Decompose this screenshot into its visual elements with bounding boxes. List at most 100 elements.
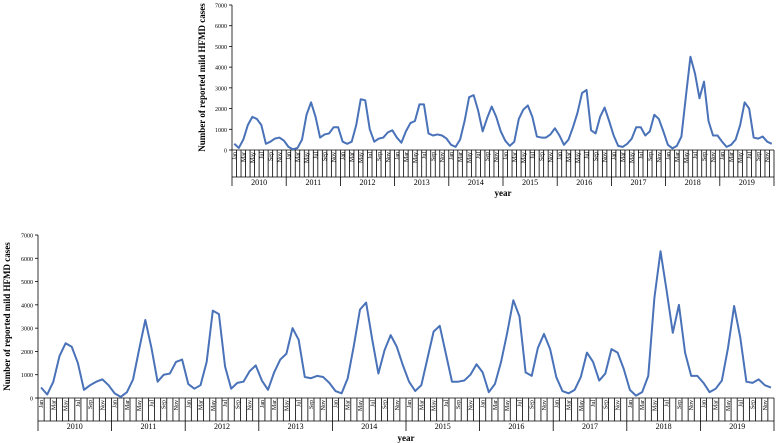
month-tick-label: Sep xyxy=(530,400,536,409)
month-tick-label: May xyxy=(467,152,473,163)
month-tick-label: May xyxy=(684,152,690,163)
month-tick-label: Mar xyxy=(125,400,131,410)
month-tick-label: Sep xyxy=(648,152,654,161)
month-tick-label: Jul xyxy=(639,152,645,159)
month-tick-label: Sep xyxy=(88,400,94,409)
year-tick-label: 2018 xyxy=(656,422,672,431)
year-tick-label: 2018 xyxy=(685,178,701,187)
month-tick-label: Jan xyxy=(113,400,119,408)
month-tick-label: Nov xyxy=(763,400,769,410)
month-tick-label: Mar xyxy=(621,152,627,162)
month-tick-label: Jan xyxy=(407,400,413,408)
year-tick-label: 2010 xyxy=(67,422,83,431)
year-tick-label: 2014 xyxy=(361,422,377,431)
month-tick-label: May xyxy=(250,152,256,163)
year-tick-label: 2013 xyxy=(288,422,304,431)
chart-top: 0 1000 2000 3000 4000 5000 6000 7000 Number of r… xyxy=(197,3,775,198)
month-tick-label: May xyxy=(358,400,364,411)
month-tick-label: Nov xyxy=(174,400,180,410)
x-axis-title: year xyxy=(398,433,415,443)
month-tick-label: Mar xyxy=(241,152,247,162)
y-tick-label: 0 xyxy=(224,149,227,155)
y-tick-label: 3000 xyxy=(21,327,33,333)
month-tick-label: Jan xyxy=(612,152,618,160)
y-tick-label: 6000 xyxy=(215,24,227,30)
month-tick-label: Jan xyxy=(333,400,339,408)
month-tick-label: Jul xyxy=(149,400,155,407)
month-tick-label: Nov xyxy=(277,152,283,162)
month-tick-label: Mar xyxy=(272,400,278,410)
month-tick-label: Jul xyxy=(747,152,753,159)
month-tick-label: Jan xyxy=(395,152,401,160)
month-tick-label: Jul xyxy=(693,152,699,159)
y-axis-title: Number of reported mild HFMD cases xyxy=(2,242,12,391)
year-tick-label: 2011 xyxy=(305,178,321,187)
year-tick-label: 2012 xyxy=(360,178,376,187)
x-axis-title: year xyxy=(495,188,512,198)
month-tick-label: Mar xyxy=(714,400,720,410)
month-tick-label: Sep xyxy=(162,400,168,409)
year-tick-label: 2016 xyxy=(508,422,524,431)
month-tick-label: May xyxy=(652,400,658,411)
month-tick-label: Sep xyxy=(377,152,383,161)
y-tick-label: 7000 xyxy=(21,234,33,240)
month-tick-label: Mar xyxy=(458,152,464,162)
month-tick-label: Mar xyxy=(729,152,735,162)
y-tick-label: 3000 xyxy=(215,86,227,92)
month-tick-label: May xyxy=(432,400,438,411)
month-tick-label: Jul xyxy=(530,152,536,159)
month-tick-label: Jan xyxy=(449,152,455,160)
month-tick-label: Jan xyxy=(557,152,563,160)
year-tick-label: 2011 xyxy=(141,422,157,431)
month-tick-label: Nov xyxy=(603,152,609,162)
month-tick-label: Jul xyxy=(314,152,320,159)
month-tick-label: Sep xyxy=(756,152,762,161)
month-tick-label: Nov xyxy=(542,400,548,410)
month-tick-label: Jul xyxy=(665,400,671,407)
month-tick-label: Jan xyxy=(720,152,726,160)
month-tick-label: May xyxy=(505,400,511,411)
year-tick-label: 2017 xyxy=(582,422,598,431)
month-tick-label: May xyxy=(576,152,582,163)
month-tick-label: Jan xyxy=(481,400,487,408)
month-tick-label: May xyxy=(64,400,70,411)
month-tick-label: Mar xyxy=(199,400,205,410)
year-tick-label: 2019 xyxy=(739,178,755,187)
month-tick-label: Nov xyxy=(332,152,338,162)
y-tick-label: 5000 xyxy=(215,45,227,51)
month-tick-label: Sep xyxy=(268,152,274,161)
month-tick-label: Sep xyxy=(677,400,683,409)
month-tick-label: Nov xyxy=(395,400,401,410)
month-tick-label: Sep xyxy=(539,152,545,161)
series-line xyxy=(40,250,772,398)
month-tick-label: Mar xyxy=(419,400,425,410)
month-tick-label: May xyxy=(413,152,419,163)
month-tick-label: Mar xyxy=(350,152,356,162)
y-tick-label: 0 xyxy=(30,397,33,403)
month-tick-label: Mar xyxy=(51,400,57,410)
month-tick-label: Sep xyxy=(751,400,757,409)
month-tick-label: Jul xyxy=(259,152,265,159)
month-tick-label: Nov xyxy=(616,400,622,410)
month-tick-label: Jul xyxy=(368,152,374,159)
month-tick-label: Sep xyxy=(323,152,329,161)
month-tick-label: May xyxy=(738,152,744,163)
month-tick-label: May xyxy=(137,400,143,411)
month-tick-label: Mar xyxy=(566,152,572,162)
year-tick-label: 2010 xyxy=(251,178,267,187)
month-tick-label: May xyxy=(630,152,636,163)
month-tick-label: Jan xyxy=(701,400,707,408)
month-tick-label: Sep xyxy=(485,152,491,161)
month-tick-label: May xyxy=(305,152,311,163)
month-tick-label: May xyxy=(521,152,527,163)
month-tick-label: Nov xyxy=(711,152,717,162)
month-tick-label: Jan xyxy=(554,400,560,408)
y-tick-label: 2000 xyxy=(21,350,33,356)
year-tick-label: 2012 xyxy=(214,422,230,431)
month-tick-label: Jul xyxy=(422,152,428,159)
month-tick-label: Jan xyxy=(286,152,292,160)
month-tick-label: Nov xyxy=(765,152,771,162)
month-tick-label: Mar xyxy=(675,152,681,162)
y-tick-label: 4000 xyxy=(215,66,227,72)
